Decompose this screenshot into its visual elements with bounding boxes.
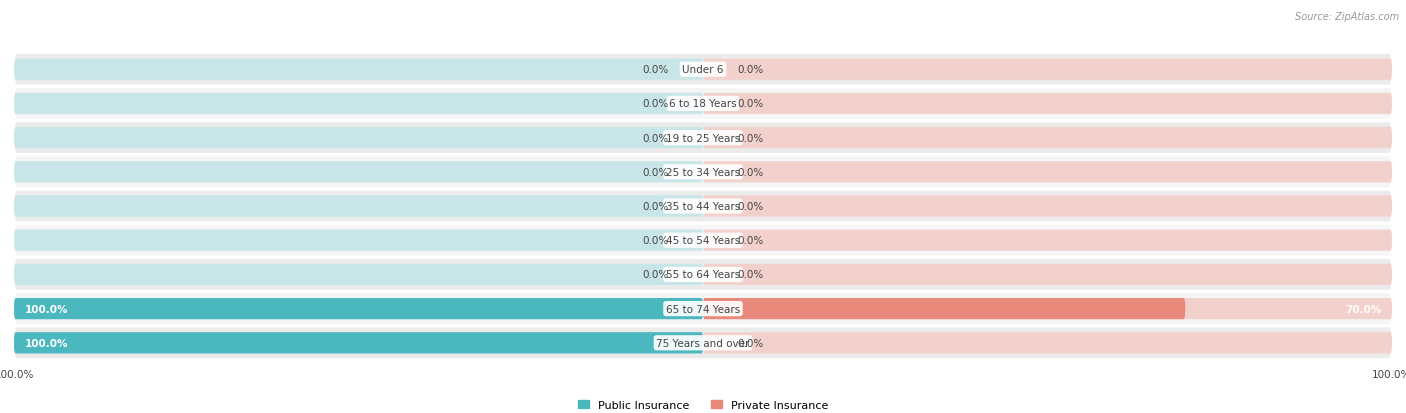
Text: 0.0%: 0.0% <box>643 167 669 177</box>
Text: 0.0%: 0.0% <box>643 236 669 246</box>
Text: 19 to 25 Years: 19 to 25 Years <box>666 133 740 143</box>
FancyBboxPatch shape <box>703 94 1392 115</box>
Text: 55 to 64 Years: 55 to 64 Years <box>666 270 740 280</box>
FancyBboxPatch shape <box>14 327 1392 359</box>
FancyBboxPatch shape <box>14 59 703 81</box>
FancyBboxPatch shape <box>14 54 1392 86</box>
Text: 0.0%: 0.0% <box>738 99 763 109</box>
FancyBboxPatch shape <box>703 332 1392 354</box>
FancyBboxPatch shape <box>14 122 1392 154</box>
Text: 0.0%: 0.0% <box>643 65 669 75</box>
FancyBboxPatch shape <box>14 332 703 354</box>
FancyBboxPatch shape <box>703 230 1392 251</box>
FancyBboxPatch shape <box>14 298 703 319</box>
Text: 0.0%: 0.0% <box>643 270 669 280</box>
FancyBboxPatch shape <box>703 298 1392 319</box>
Text: 0.0%: 0.0% <box>738 338 763 348</box>
Text: 100.0%: 100.0% <box>24 304 67 314</box>
Text: 25 to 34 Years: 25 to 34 Years <box>666 167 740 177</box>
Text: 0.0%: 0.0% <box>643 202 669 211</box>
Text: 0.0%: 0.0% <box>738 202 763 211</box>
Text: 0.0%: 0.0% <box>643 133 669 143</box>
Text: 0.0%: 0.0% <box>738 133 763 143</box>
FancyBboxPatch shape <box>14 298 703 319</box>
FancyBboxPatch shape <box>703 59 1392 81</box>
Text: 70.0%: 70.0% <box>1346 304 1382 314</box>
Text: Source: ZipAtlas.com: Source: ZipAtlas.com <box>1295 12 1399 22</box>
FancyBboxPatch shape <box>14 259 1392 291</box>
FancyBboxPatch shape <box>14 332 703 354</box>
Text: 0.0%: 0.0% <box>738 270 763 280</box>
Legend: Public Insurance, Private Insurance: Public Insurance, Private Insurance <box>574 395 832 413</box>
Text: 6 to 18 Years: 6 to 18 Years <box>669 99 737 109</box>
FancyBboxPatch shape <box>14 162 703 183</box>
FancyBboxPatch shape <box>14 292 1392 325</box>
FancyBboxPatch shape <box>703 162 1392 183</box>
FancyBboxPatch shape <box>14 94 703 115</box>
Text: 65 to 74 Years: 65 to 74 Years <box>666 304 740 314</box>
FancyBboxPatch shape <box>14 88 1392 121</box>
FancyBboxPatch shape <box>14 196 703 217</box>
FancyBboxPatch shape <box>14 230 703 251</box>
FancyBboxPatch shape <box>14 128 703 149</box>
FancyBboxPatch shape <box>703 128 1392 149</box>
Text: 35 to 44 Years: 35 to 44 Years <box>666 202 740 211</box>
Text: Under 6: Under 6 <box>682 65 724 75</box>
FancyBboxPatch shape <box>703 264 1392 285</box>
FancyBboxPatch shape <box>14 190 1392 223</box>
Text: 45 to 54 Years: 45 to 54 Years <box>666 236 740 246</box>
Text: 75 Years and over: 75 Years and over <box>657 338 749 348</box>
Text: 0.0%: 0.0% <box>738 65 763 75</box>
Text: 0.0%: 0.0% <box>738 236 763 246</box>
Text: 100.0%: 100.0% <box>24 338 67 348</box>
FancyBboxPatch shape <box>14 156 1392 189</box>
FancyBboxPatch shape <box>703 196 1392 217</box>
FancyBboxPatch shape <box>703 298 1185 319</box>
FancyBboxPatch shape <box>14 264 703 285</box>
FancyBboxPatch shape <box>14 224 1392 257</box>
Text: 0.0%: 0.0% <box>738 167 763 177</box>
Text: 0.0%: 0.0% <box>643 99 669 109</box>
